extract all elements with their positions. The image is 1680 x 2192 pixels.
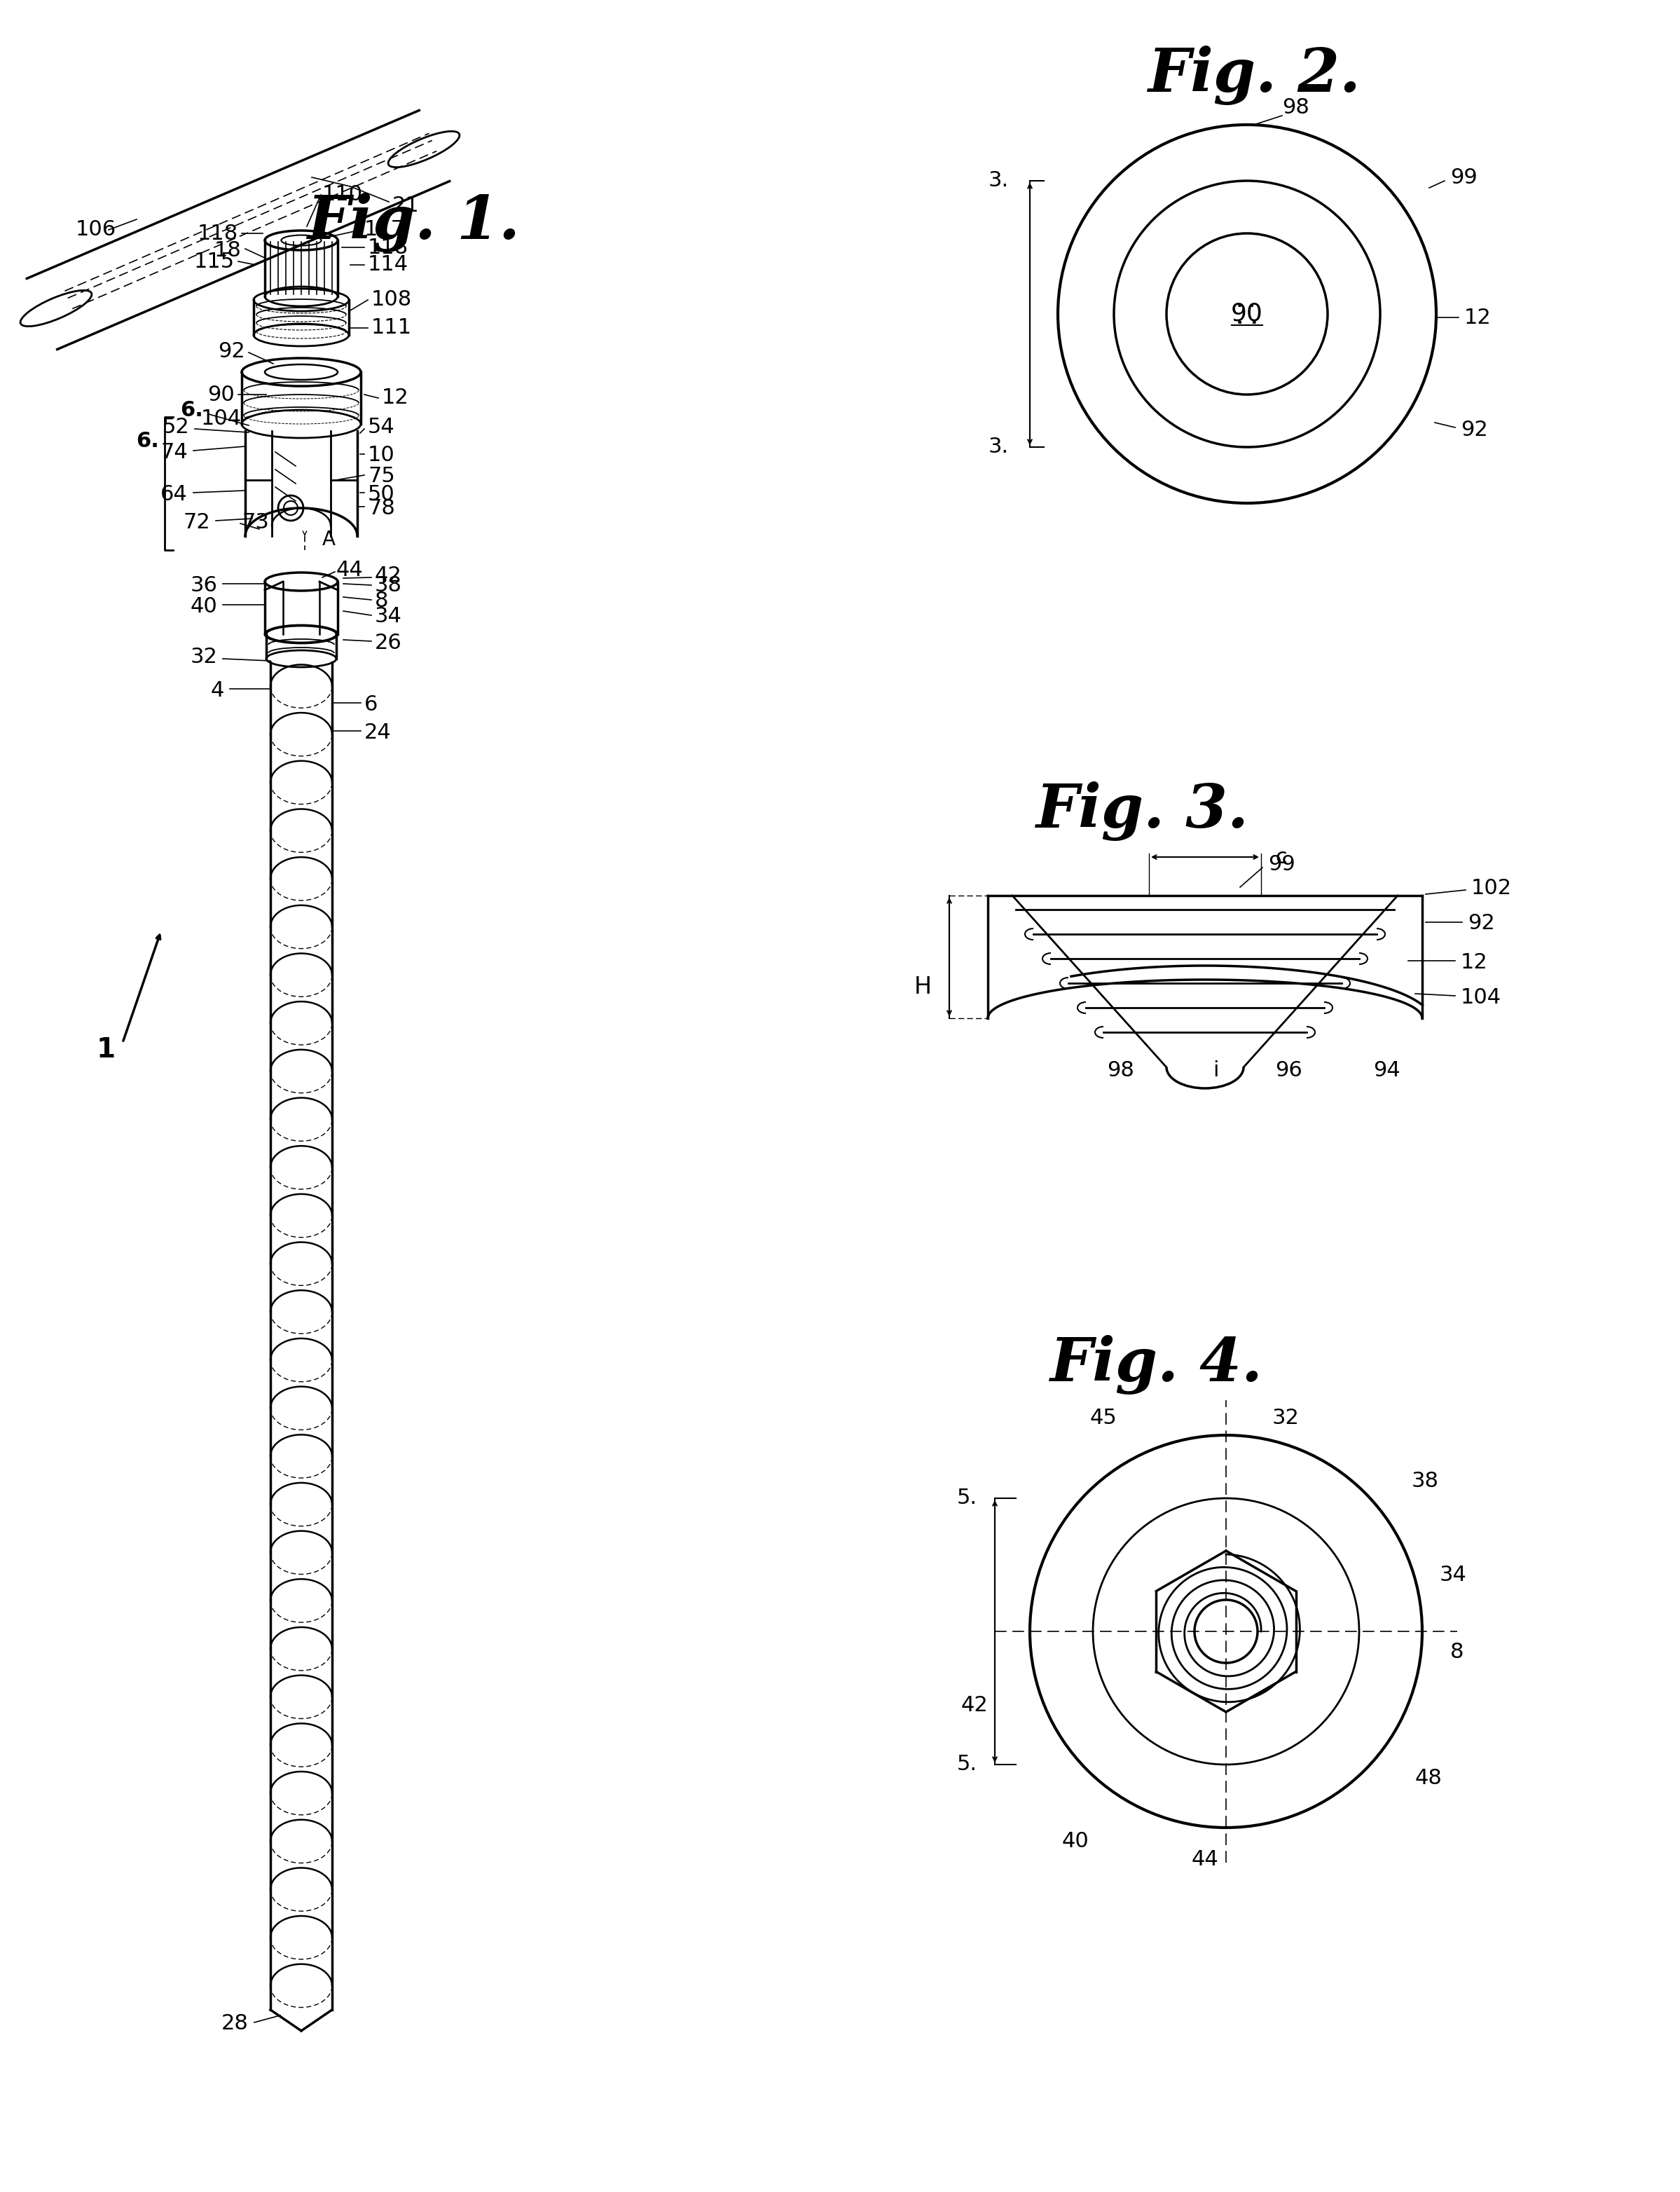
Text: 3.: 3. — [988, 436, 1010, 458]
Text: 12: 12 — [1460, 951, 1488, 973]
Text: 104: 104 — [202, 410, 242, 430]
Text: 90: 90 — [208, 384, 235, 406]
Text: 10: 10 — [368, 445, 395, 465]
Text: 40: 40 — [190, 596, 217, 616]
Text: 12: 12 — [381, 388, 408, 408]
Text: 118: 118 — [368, 237, 408, 256]
Text: 52: 52 — [161, 416, 190, 438]
Text: 8: 8 — [375, 592, 388, 612]
Text: 118: 118 — [197, 224, 239, 243]
Text: 34: 34 — [1440, 1565, 1467, 1585]
Text: 42: 42 — [375, 566, 402, 585]
Text: 50: 50 — [368, 484, 395, 504]
Text: 74: 74 — [161, 443, 188, 463]
Text: 92: 92 — [1460, 419, 1488, 441]
Text: 106: 106 — [76, 219, 116, 239]
Text: 18: 18 — [215, 241, 242, 261]
Text: 111: 111 — [371, 318, 412, 338]
Text: 45: 45 — [1090, 1407, 1117, 1427]
Text: 96: 96 — [1275, 1061, 1302, 1081]
Text: 64: 64 — [161, 484, 188, 504]
Text: 24: 24 — [365, 721, 391, 743]
Text: 6.: 6. — [136, 432, 160, 452]
Text: 99: 99 — [1268, 855, 1295, 875]
Text: i: i — [1213, 1061, 1218, 1081]
Text: 38: 38 — [375, 574, 402, 596]
Text: 5.: 5. — [958, 1754, 978, 1776]
Text: 104: 104 — [1460, 986, 1502, 1008]
Text: 44: 44 — [336, 561, 363, 581]
Text: 117: 117 — [365, 219, 405, 239]
Text: 5.: 5. — [958, 1488, 978, 1508]
Text: 90: 90 — [1231, 302, 1263, 327]
Text: 6: 6 — [365, 695, 378, 715]
Text: 26: 26 — [375, 633, 402, 653]
Text: 44: 44 — [1191, 1850, 1218, 1870]
Text: 92: 92 — [1468, 914, 1495, 934]
Text: 4: 4 — [210, 680, 223, 701]
Text: 1: 1 — [96, 1037, 116, 1063]
Text: 36: 36 — [190, 574, 217, 596]
Text: 32: 32 — [1272, 1407, 1299, 1427]
Text: 98: 98 — [1107, 1061, 1134, 1081]
Text: 21: 21 — [393, 195, 420, 215]
Text: 114: 114 — [368, 254, 408, 274]
Text: 94: 94 — [1374, 1061, 1401, 1081]
Text: 40: 40 — [1062, 1833, 1089, 1852]
Text: 3.: 3. — [988, 171, 1010, 191]
Text: H: H — [914, 975, 932, 997]
Text: 34: 34 — [375, 607, 402, 627]
Text: 42: 42 — [961, 1694, 988, 1714]
Text: 73: 73 — [242, 513, 269, 533]
Text: 38: 38 — [1411, 1471, 1440, 1491]
Text: 78: 78 — [368, 498, 395, 517]
Text: 99: 99 — [1450, 167, 1477, 189]
Text: 28: 28 — [222, 2014, 249, 2034]
Text: 72: 72 — [183, 513, 210, 533]
Text: 48: 48 — [1415, 1769, 1443, 1789]
Text: c: c — [1275, 846, 1287, 868]
Text: 6.: 6. — [180, 399, 203, 421]
Text: A: A — [323, 530, 336, 550]
Text: 75: 75 — [368, 467, 395, 487]
Text: 8: 8 — [1450, 1642, 1463, 1662]
Text: Fig. 2.: Fig. 2. — [1147, 46, 1361, 105]
Text: 92: 92 — [218, 342, 245, 362]
Text: 115: 115 — [193, 252, 235, 272]
Text: 54: 54 — [368, 416, 395, 438]
Text: 108: 108 — [371, 289, 412, 309]
Text: 110: 110 — [323, 184, 363, 206]
Text: Fig. 3.: Fig. 3. — [1035, 783, 1248, 842]
Text: 12: 12 — [1465, 307, 1492, 327]
Text: 98: 98 — [1282, 96, 1310, 118]
Text: 102: 102 — [1472, 879, 1512, 899]
Text: Fig. 4.: Fig. 4. — [1050, 1335, 1262, 1394]
Text: Fig. 1.: Fig. 1. — [307, 193, 519, 252]
Text: 32: 32 — [190, 647, 217, 666]
